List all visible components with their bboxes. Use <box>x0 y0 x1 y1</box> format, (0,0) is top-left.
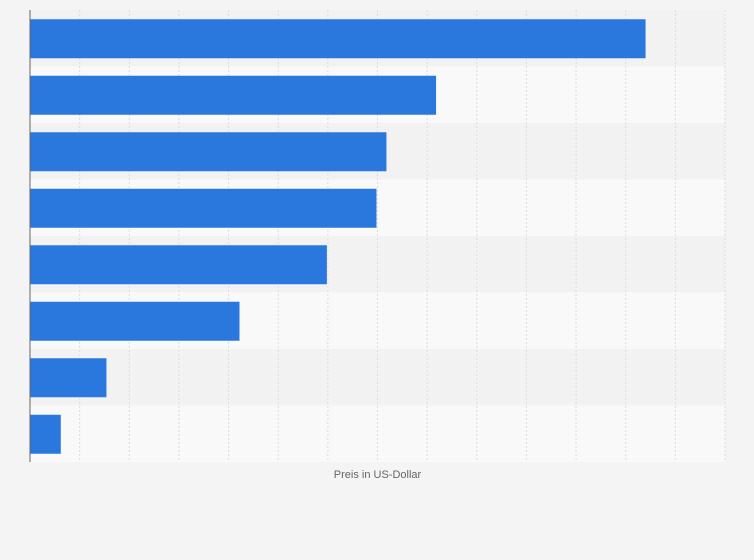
row-band <box>30 349 725 406</box>
bar[interactable] <box>30 301 240 341</box>
bar[interactable] <box>30 358 107 398</box>
bar[interactable] <box>30 132 387 172</box>
bar[interactable] <box>30 414 61 454</box>
bars <box>30 19 646 454</box>
bar[interactable] <box>30 245 327 285</box>
row-band <box>30 405 725 462</box>
bar[interactable] <box>30 75 437 115</box>
bar[interactable] <box>30 188 377 228</box>
x-axis-title: Preis in US-Dollar <box>334 469 422 481</box>
bar[interactable] <box>30 19 646 59</box>
